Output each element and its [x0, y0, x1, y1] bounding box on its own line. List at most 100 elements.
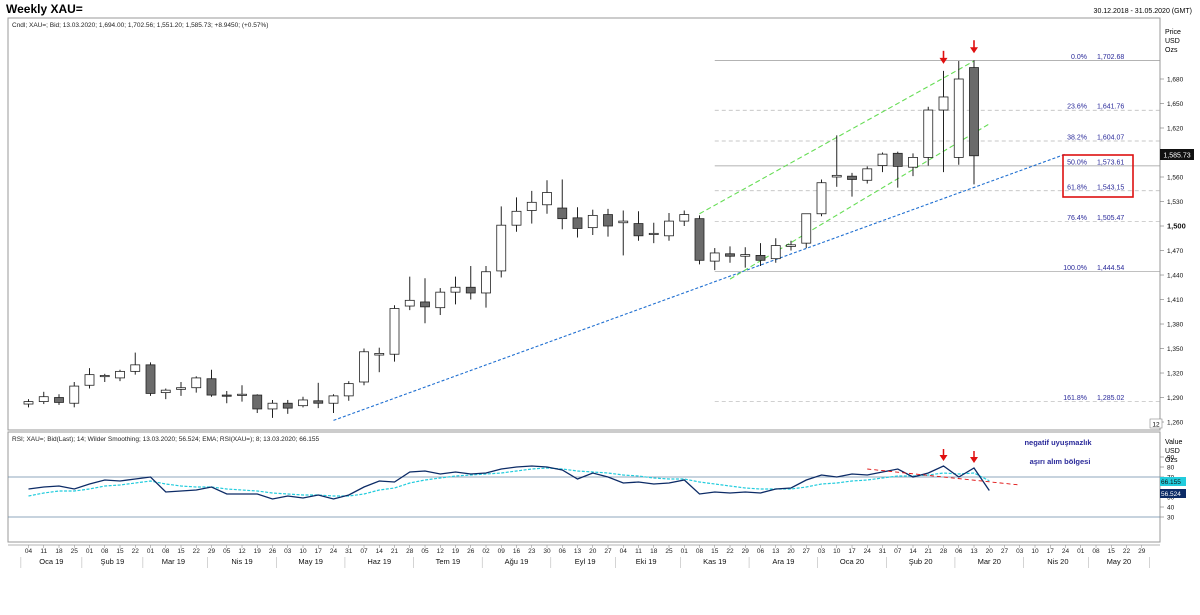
- candle-down: [206, 378, 217, 396]
- ema-line: [28, 467, 990, 497]
- rsi-levels: [8, 476, 1160, 518]
- x-day-label: 18: [55, 548, 63, 555]
- scale-tag: 12: [1152, 422, 1160, 429]
- price-axis-ticks: 1,260 1,290 1,320 1,350 1,380 1,410 1,440 1,470…: [1167, 77, 1186, 427]
- x-day-label: 03: [284, 548, 292, 555]
- date-range: 30.12.2018 - 31.05.2020 (GMT): [1094, 8, 1192, 15]
- x-day-label: 13: [574, 548, 582, 555]
- candle-up: [359, 351, 369, 383]
- candle-up: [679, 214, 690, 222]
- x-day-label: 27: [803, 548, 811, 555]
- candle-up: [38, 396, 49, 402]
- candle-up: [801, 213, 812, 244]
- x-month-label: Nis 20: [1047, 557, 1068, 566]
- x-day-label: 20: [787, 548, 795, 555]
- scale-tag-box: [1149, 418, 1163, 429]
- ema-value-label: 66.155: [1161, 479, 1181, 486]
- fib-level-value: 1,285.02: [1097, 395, 1124, 402]
- x-day-label: 04: [620, 548, 628, 555]
- candle-down: [572, 217, 583, 229]
- rsi-tick-label: 30: [1167, 515, 1175, 522]
- divergence-line: [867, 468, 1020, 486]
- x-month-label: Tem 19: [436, 557, 461, 566]
- support-trendline: [333, 153, 1066, 421]
- price-tick-label: 1,650: [1167, 101, 1184, 108]
- candle-up: [115, 370, 125, 379]
- rsi-red-arrow-head: [939, 455, 948, 461]
- rsi-value-label: 56.524: [1161, 491, 1181, 498]
- price-tick-label: 1,290: [1167, 395, 1184, 402]
- x-month-label: Kas 19: [703, 557, 726, 566]
- x-day-label: 29: [742, 548, 750, 555]
- x-month-label: Ara 19: [772, 557, 794, 566]
- x-day-label: 22: [726, 548, 734, 555]
- x-day-label: 25: [665, 548, 673, 555]
- fib-level-value: 1,604.07: [1097, 135, 1124, 142]
- x-month-label: Ağu 19: [505, 557, 529, 566]
- candle-down: [892, 152, 903, 167]
- x-month-label: Şub 20: [909, 557, 933, 566]
- x-day-label: 01: [147, 548, 155, 555]
- fib-level-value: 1,543.15: [1097, 184, 1124, 191]
- fib-level-value: 1,505.47: [1097, 215, 1124, 222]
- candle-up: [374, 353, 385, 356]
- x-month-label: Oca 20: [840, 557, 864, 566]
- x-day-label: 17: [315, 548, 323, 555]
- x-day-label: 22: [1123, 548, 1131, 555]
- red-arrow-head: [970, 47, 978, 54]
- candle-down: [145, 364, 156, 394]
- red-arrow-head: [939, 57, 948, 64]
- x-day-label: 01: [86, 548, 94, 555]
- x-day-label: 16: [513, 548, 521, 555]
- x-day-label: 25: [71, 548, 79, 555]
- candle-down: [252, 394, 263, 410]
- price-tick-label: 1,350: [1167, 346, 1184, 353]
- fib-level-percent: 61.8%: [1067, 184, 1087, 191]
- x-month-label: Eki 19: [636, 557, 657, 566]
- price-tick-label: 1,560: [1167, 175, 1184, 182]
- candle-up: [526, 201, 537, 211]
- rsi-panel-frame: [7, 431, 1161, 543]
- rsi-line: [28, 465, 990, 500]
- x-day-label: 05: [421, 548, 429, 555]
- candle-up: [160, 389, 171, 394]
- x-day-label: 17: [848, 548, 856, 555]
- candle-down: [465, 286, 476, 294]
- x-day-label: 24: [330, 548, 338, 555]
- fib-highlight-box: [1062, 154, 1134, 198]
- fib-level-percent: 23.6%: [1067, 104, 1087, 111]
- candle-up: [99, 375, 110, 378]
- candle-up: [84, 374, 95, 386]
- candle-up: [938, 96, 949, 111]
- candle-up: [953, 78, 964, 158]
- x-day-label: 13: [970, 548, 978, 555]
- fib-level-percent: 0.0%: [1071, 54, 1087, 61]
- x-day-label: 31: [345, 548, 353, 555]
- fibonacci-levels: 0.0% 1,702.68 23.6% 1,641.76 38.2% 1,604.07 50…: [714, 54, 1160, 402]
- candle-up: [450, 286, 461, 293]
- rsi-value-badge: [1160, 489, 1186, 498]
- x-day-label: 19: [452, 548, 460, 555]
- x-day-label: 22: [132, 548, 140, 555]
- rsi-signal-arrows: [939, 449, 978, 463]
- fib-level-percent: 100.0%: [1063, 265, 1087, 272]
- price-panel-frame: [7, 17, 1161, 431]
- price-tick-label: 1,500: [1167, 222, 1186, 231]
- channel-lower-line: [729, 123, 990, 280]
- candle-up: [130, 364, 141, 372]
- candle-up: [648, 232, 659, 235]
- x-month-label: May 20: [1107, 557, 1132, 566]
- candlesticks: [23, 60, 979, 418]
- x-day-label: 15: [116, 548, 124, 555]
- price-tick-label: 1,620: [1167, 126, 1184, 133]
- rsi-tick-label: 40: [1167, 505, 1175, 512]
- fib-level-percent: 76.4%: [1067, 215, 1087, 222]
- candle-up: [908, 157, 918, 168]
- candle-up: [328, 395, 339, 404]
- candle-up: [23, 401, 34, 405]
- signal-arrows: [939, 40, 978, 64]
- price-tick-label: 1,260: [1167, 420, 1184, 427]
- x-day-label: 06: [757, 548, 765, 555]
- candle-up: [740, 254, 751, 257]
